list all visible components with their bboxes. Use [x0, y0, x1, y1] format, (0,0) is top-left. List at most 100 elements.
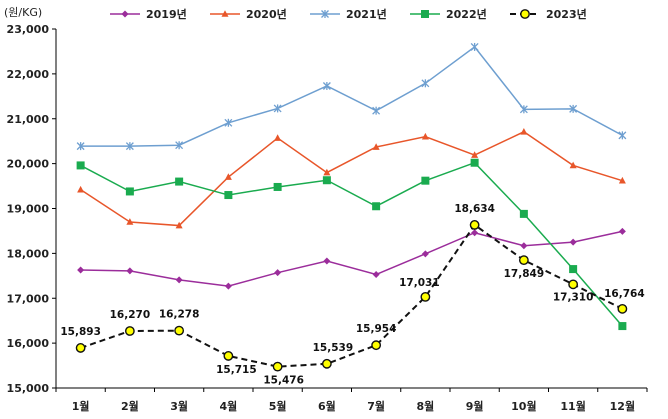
- data-point: [618, 227, 626, 235]
- data-label: 17,031: [399, 277, 440, 289]
- data-point: [421, 250, 429, 258]
- x-tick-label: 5월: [269, 399, 287, 413]
- x-tick-label: 1월: [72, 399, 90, 413]
- series-line: [80, 161, 623, 327]
- data-point: [569, 161, 577, 169]
- y-tick-label: 21,000: [7, 113, 50, 126]
- data-point: [569, 238, 577, 246]
- data-point: [175, 221, 183, 229]
- data-point: [273, 104, 282, 113]
- data-point: [174, 325, 185, 336]
- series-3: [76, 158, 627, 331]
- data-point: [471, 229, 479, 237]
- y-tick-label: 19,000: [7, 203, 50, 216]
- data-point: [224, 191, 233, 200]
- data-point: [77, 266, 85, 274]
- y-tick-label: 15,000: [7, 382, 50, 395]
- data-point: [519, 105, 528, 114]
- data-point: [568, 279, 579, 290]
- x-tick-label: 4월: [219, 399, 237, 413]
- data-point: [469, 220, 480, 230]
- data-label: 17,310: [553, 291, 594, 303]
- legend-item: 2023년: [510, 7, 587, 21]
- data-label: 15,476: [263, 375, 304, 387]
- legend-marker: [520, 9, 530, 19]
- data-point: [518, 255, 529, 266]
- data-point: [569, 265, 578, 274]
- data-point: [125, 187, 134, 196]
- x-tick-label: 9월: [466, 399, 484, 413]
- x-tick-label: 3월: [170, 399, 188, 413]
- data-point: [323, 168, 331, 176]
- series-4: [75, 220, 628, 372]
- data-point: [372, 143, 380, 150]
- data-point: [470, 158, 479, 167]
- data-label: 16,764: [604, 288, 645, 300]
- data-label: 16,270: [110, 309, 151, 321]
- legend-item: 2021년: [310, 7, 387, 21]
- data-label: 15,539: [313, 342, 354, 354]
- data-point: [125, 142, 134, 151]
- data-point: [175, 177, 184, 186]
- data-point: [617, 303, 628, 314]
- data-point: [77, 185, 85, 193]
- data-point: [224, 282, 232, 290]
- series-line: [80, 45, 623, 147]
- data-point: [322, 81, 331, 90]
- legend-label: 2019년: [146, 7, 187, 21]
- data-label: 15,893: [60, 326, 101, 338]
- data-point: [519, 209, 528, 218]
- data-point: [75, 343, 86, 353]
- data-point: [175, 141, 184, 150]
- data-label: 15,954: [356, 323, 397, 335]
- data-point: [421, 176, 430, 185]
- y-tick-label: 16,000: [7, 337, 50, 350]
- legend-label: 2021년: [346, 7, 387, 21]
- data-point: [618, 131, 627, 140]
- data-point: [421, 79, 430, 88]
- axes: 15,000 16,000 17,000 18,000 19,000 20,000 21,0…: [7, 23, 648, 413]
- data-point: [618, 176, 626, 184]
- y-tick-label: 20,000: [7, 158, 50, 171]
- series-line: [80, 230, 623, 287]
- data-point: [371, 340, 382, 351]
- data-point: [126, 267, 134, 275]
- data-point: [274, 269, 282, 277]
- data-point: [223, 351, 234, 361]
- series-2: [76, 42, 627, 151]
- data-point: [520, 242, 528, 250]
- data-point: [322, 176, 331, 185]
- data-point: [76, 142, 85, 151]
- x-tick-label: 10월: [511, 399, 536, 413]
- legend-marker: [421, 10, 429, 18]
- data-label: 17,849: [504, 268, 545, 280]
- data-point: [273, 182, 282, 191]
- x-tick-label: 7월: [367, 399, 385, 413]
- y-tick-label: 22,000: [7, 68, 50, 81]
- data-point: [569, 104, 578, 113]
- data-label: 18,634: [454, 203, 495, 215]
- y-tick-label: 18,000: [7, 247, 50, 260]
- data-point: [372, 270, 380, 278]
- data-point: [76, 161, 85, 170]
- legend-marker: [221, 10, 229, 17]
- data-label: 15,715: [216, 364, 257, 376]
- data-labels-layer: 15,893 16,270 16,278 15,715 15,476 15,53915,9…: [60, 203, 644, 387]
- series-0: [77, 227, 626, 290]
- data-point: [470, 42, 479, 51]
- legend-marker: [121, 10, 129, 18]
- data-point: [372, 106, 381, 115]
- y-axis-unit-label: (원/KG): [4, 6, 42, 19]
- legend: 2019년 2020년 2021년 2022년 2023년: [110, 7, 587, 21]
- x-tick-label: 11월: [560, 399, 585, 413]
- series-1: [77, 127, 626, 229]
- data-point: [224, 173, 232, 180]
- legend-label: 2023년: [546, 7, 587, 21]
- data-point: [272, 361, 283, 372]
- legend-marker: [321, 10, 329, 18]
- y-tick-label: 23,000: [7, 23, 50, 36]
- data-point: [323, 257, 331, 265]
- x-tick-label: 2월: [121, 399, 139, 413]
- data-point: [321, 358, 332, 369]
